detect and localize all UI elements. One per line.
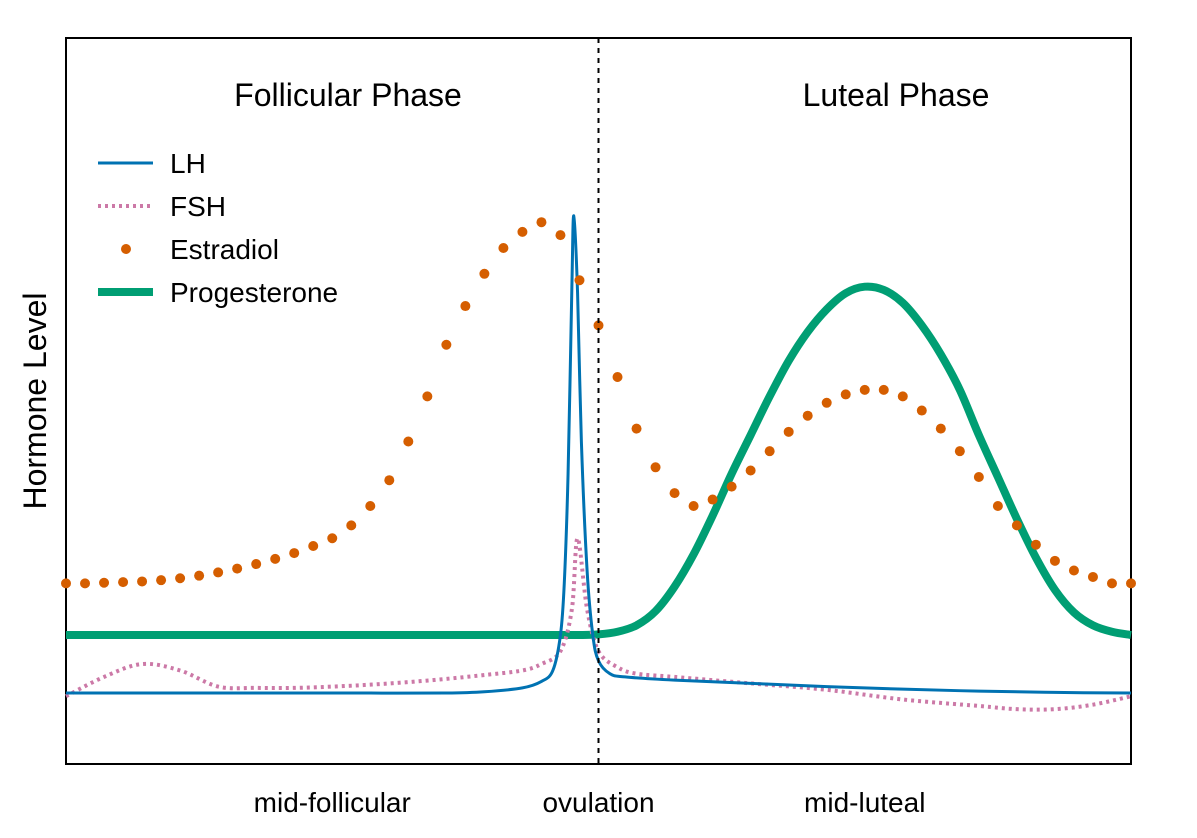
progesterone-line [66, 282, 1132, 640]
estradiol-point [213, 567, 224, 578]
estradiol-point [1068, 565, 1079, 576]
estradiol-point [859, 384, 870, 395]
estradiol-point [460, 301, 471, 312]
estradiol-point [175, 573, 186, 584]
estradiol-point [270, 553, 281, 564]
x-tick-labels: mid-follicular ovulation mid-luteal [254, 787, 926, 818]
estradiol-point [251, 559, 262, 570]
estradiol-point [346, 520, 357, 531]
estradiol-point [992, 501, 1003, 511]
estradiol-point [232, 563, 243, 574]
y-axis-title: Hormone Level [17, 293, 53, 510]
legend-label-estradiol: Estradiol [170, 234, 279, 265]
estradiol-point [194, 570, 205, 581]
fsh-line [65, 536, 1132, 712]
legend-item-lh: LH [98, 148, 206, 179]
estradiol-point [669, 488, 680, 499]
estradiol-point [1030, 539, 1041, 550]
estradiol-point [707, 494, 718, 505]
estradiol-point [821, 397, 832, 408]
estradiol-point [479, 268, 490, 279]
estradiol-point [536, 217, 547, 228]
estradiol-point [916, 405, 927, 416]
estradiol-point [365, 501, 376, 511]
legend-label-fsh: FSH [170, 191, 226, 222]
estradiol-point [137, 576, 148, 587]
estradiol-point [783, 426, 794, 437]
estradiol-point [517, 226, 528, 237]
estradiol-point [878, 384, 889, 395]
x-tick-label-ovulation: ovulation [542, 787, 654, 818]
estradiol-point [422, 391, 433, 402]
estradiol-point [308, 540, 319, 551]
x-tick-label-mid-follicular: mid-follicular [254, 787, 411, 818]
estradiol-point [840, 389, 851, 400]
estradiol-point [1087, 571, 1098, 582]
estradiol-point [61, 578, 71, 589]
estradiol-point [156, 575, 167, 586]
legend-marker-estradiol [121, 244, 131, 254]
estradiol-point [80, 578, 91, 589]
estradiol-point [612, 372, 623, 382]
legend-label-lh: LH [170, 148, 206, 179]
estradiol-point [118, 577, 129, 588]
estradiol-point [498, 243, 509, 253]
estradiol-point [973, 471, 984, 482]
estradiol-series [61, 217, 1136, 589]
estradiol-point [555, 230, 566, 241]
estradiol-point [441, 339, 452, 350]
estradiol-point [650, 462, 661, 473]
estradiol-point [403, 436, 414, 447]
estradiol-point [1011, 520, 1022, 531]
estradiol-point [574, 275, 585, 286]
estradiol-point [764, 446, 775, 457]
follicular-phase-label: Follicular Phase [234, 77, 462, 113]
x-tick-label-mid-luteal: mid-luteal [804, 787, 925, 818]
estradiol-point [1049, 555, 1060, 566]
series-layer [61, 214, 1136, 712]
estradiol-point [384, 475, 395, 486]
estradiol-point [688, 501, 699, 511]
estradiol-point [954, 446, 965, 457]
luteal-phase-label: Luteal Phase [803, 77, 990, 113]
estradiol-point [327, 533, 338, 544]
estradiol-point [1106, 578, 1117, 589]
legend-item-progesterone: Progesterone [98, 277, 338, 308]
estradiol-point [99, 577, 110, 588]
legend: LH FSH Estradiol Progesterone [98, 148, 338, 308]
legend-item-estradiol: Estradiol [121, 234, 279, 265]
estradiol-point [726, 481, 737, 492]
estradiol-point [289, 548, 300, 559]
estradiol-point [897, 391, 908, 402]
lh-line [65, 214, 1132, 695]
estradiol-point [802, 410, 813, 421]
estradiol-point [745, 465, 756, 476]
estradiol-point [1126, 578, 1136, 589]
estradiol-point [631, 423, 642, 434]
estradiol-point [593, 320, 604, 331]
estradiol-point [935, 423, 946, 434]
legend-label-progesterone: Progesterone [170, 277, 338, 308]
legend-item-fsh: FSH [98, 191, 226, 222]
